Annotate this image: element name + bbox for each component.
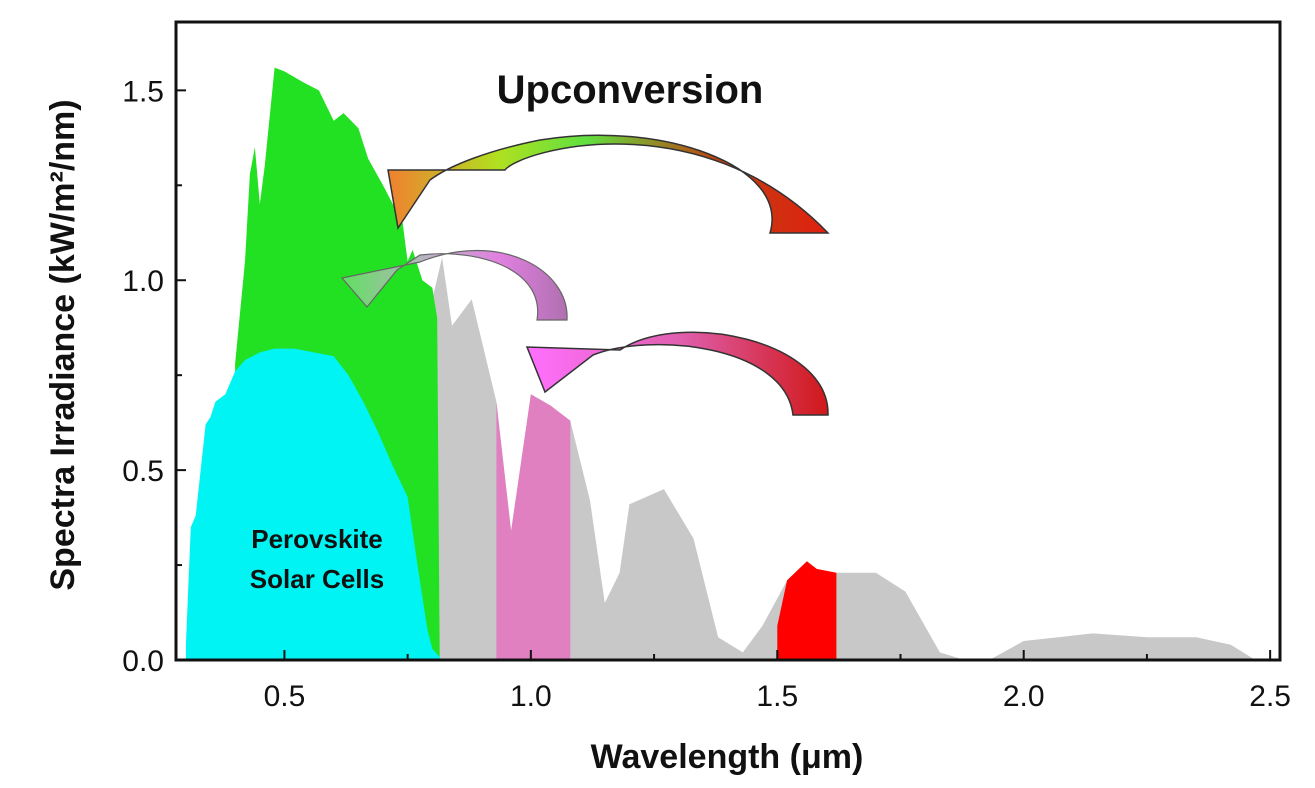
x-axis-title: Wavelength (μm) [591,738,864,776]
y-tick-label: 0.0 [122,645,164,678]
x-tick-label: 1.0 [510,680,552,713]
upconversion-arrow-small [525,331,829,416]
plot-frame [174,20,1282,662]
y-tick-label: 1.5 [122,75,164,108]
upconversion-arrow-large [387,134,830,234]
x-tick-label: 2.5 [1249,680,1291,713]
area-series-group [185,67,1256,661]
perovskite-label-line1: Perovskite [251,524,383,554]
x-tick-label: 0.5 [264,680,306,713]
y-axis-title: Spectra Irradiance (kW/m²/nm) [44,99,82,590]
upconversion-arrow-medium [340,249,568,321]
upconversion-label: Upconversion [497,68,764,112]
y-tick-label: 0.5 [122,455,164,488]
area-perovskite [185,348,443,660]
x-tick-label: 1.5 [756,680,798,713]
area-band_1 [496,394,571,660]
perovskite-label-line2: Solar Cells [250,564,384,594]
area-band_2 [777,561,837,660]
y-tick-label: 1.0 [122,265,164,298]
x-tick-label: 2.0 [1003,680,1045,713]
area-spectrum [185,257,1256,660]
axes-group: 0.5 1.0 1.5 2.0 2.5 0.0 0.5 1.0 1.5 [122,75,1291,713]
